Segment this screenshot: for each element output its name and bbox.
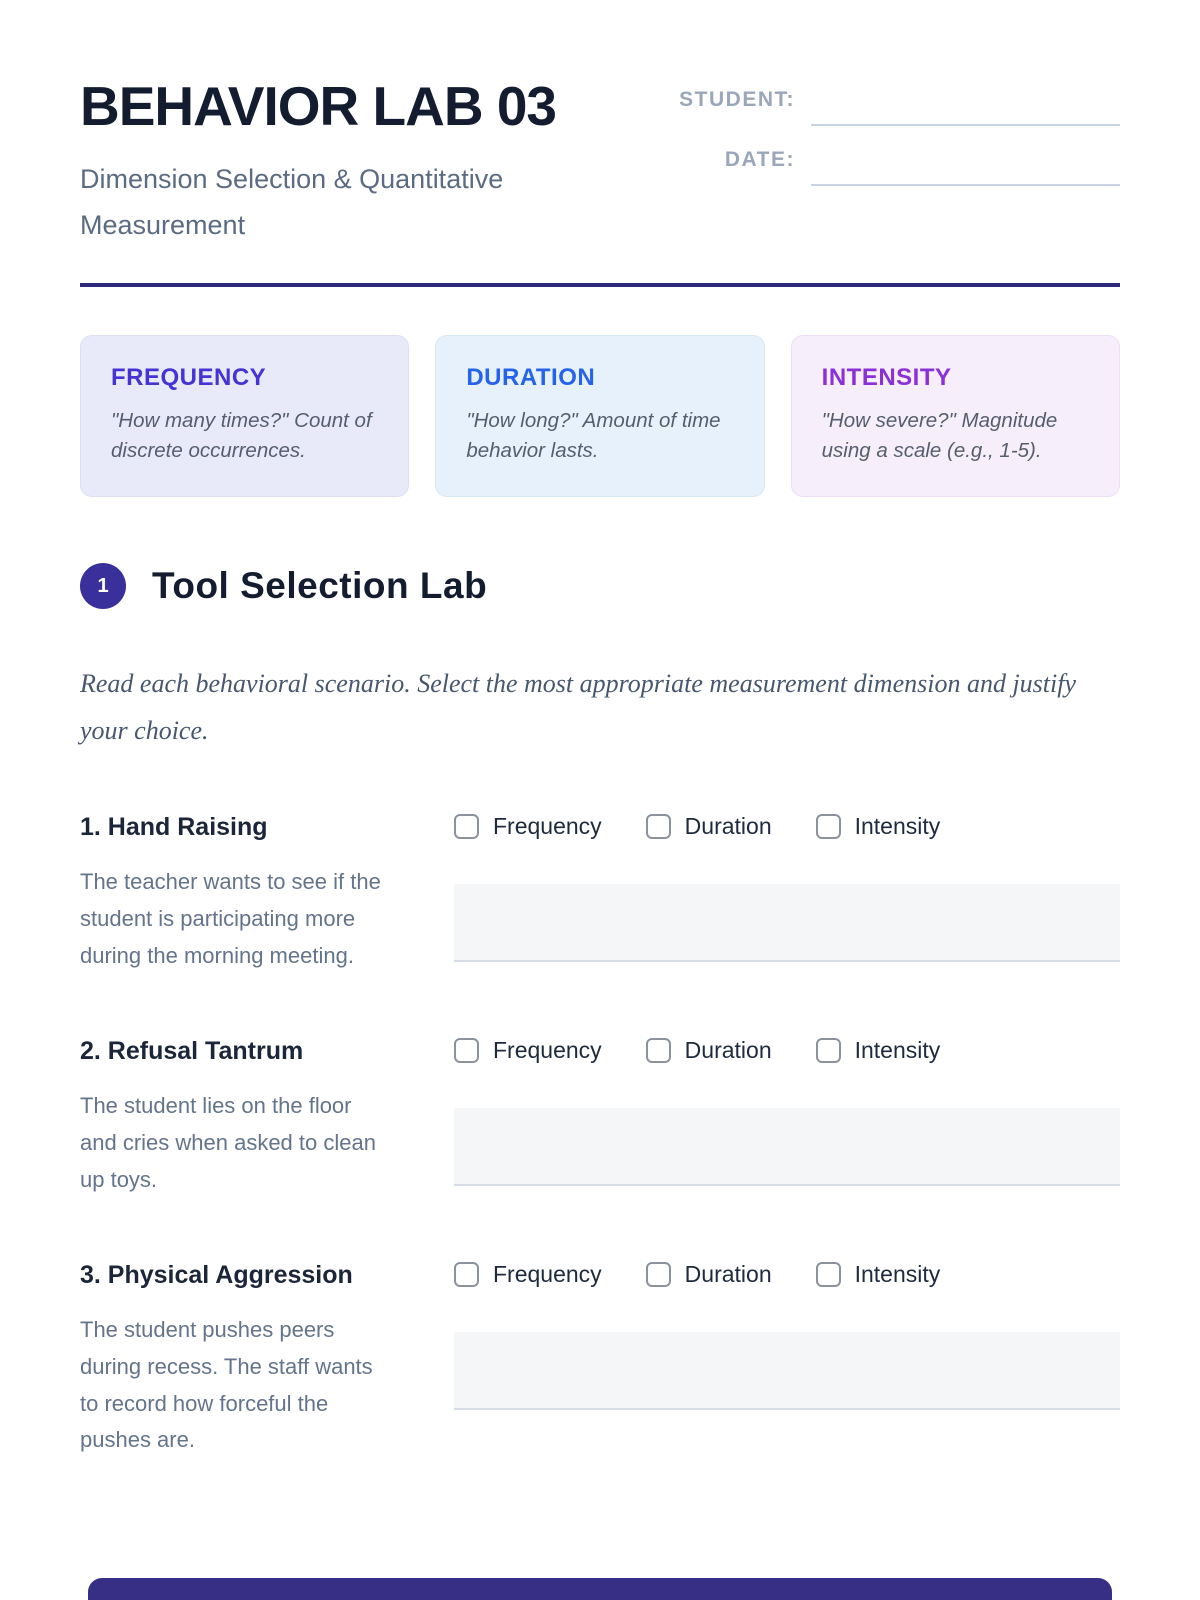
scenario-1: 1. Hand Raising The teacher wants to see… [80,813,1120,975]
scenario-2-left: 2. Refusal Tantrum The student lies on t… [80,1037,388,1199]
intensity-checkbox[interactable] [815,1261,841,1287]
header: BEHAVIOR LAB 03 Dimension Selection & Qu… [80,75,1120,249]
date-input-line[interactable] [811,146,1120,186]
intensity-checkbox[interactable] [815,813,841,839]
student-input-line[interactable] [811,86,1120,126]
dimension-cards: FREQUENCY "How many times?" Count of dis… [80,334,1120,498]
scenario-1-option-frequency[interactable]: Frequency [454,813,602,840]
student-label: STUDENT: [679,88,795,111]
section-title: Tool Selection Lab [152,565,488,607]
duration-card: DURATION "How long?" Amount of time beha… [435,334,765,498]
scenario-3-title: 3. Physical Aggression [80,1260,353,1289]
scenario-2: 2. Refusal Tantrum The student lies on t… [80,1037,1120,1199]
scenario-1-right: Frequency Duration Intensity [454,813,1120,975]
frequency-card-title: FREQUENCY [111,363,267,391]
scenario-2-option-intensity[interactable]: Intensity [815,1036,941,1064]
scenario-2-option-duration[interactable]: Duration [645,1036,772,1064]
intensity-card: INTENSITY "How severe?" Magnitude using … [790,334,1120,498]
scenario-2-right: Frequency Duration Intensity [454,1037,1120,1199]
intensity-checkbox-label: Intensity [854,1260,941,1287]
scenario-1-description: The teacher wants to see if the student … [80,868,381,968]
frequency-checkbox-label: Frequency [493,812,602,839]
scenario-3-options: Frequency Duration Intensity [454,1261,1120,1288]
duration-checkbox[interactable] [645,1261,671,1287]
scenario-3: 3. Physical Aggression The student pushe… [80,1261,1120,1460]
frequency-checkbox[interactable] [454,1037,479,1063]
header-divider [80,282,1120,287]
scenario-1-option-duration[interactable]: Duration [645,812,772,840]
duration-checkbox-label: Duration [684,1036,772,1063]
header-fields: STUDENT: DATE: [645,78,1120,249]
intensity-checkbox-label: Intensity [854,1036,941,1063]
scenario-3-option-intensity[interactable]: Intensity [815,1260,941,1288]
frequency-checkbox[interactable] [454,813,479,839]
scenario-2-answer-box[interactable] [454,1107,1120,1186]
scenario-3-left: 3. Physical Aggression The student pushe… [80,1261,388,1460]
scenario-2-options: Frequency Duration Intensity [454,1037,1120,1064]
frequency-checkbox-label: Frequency [493,1036,602,1063]
intensity-card-title: INTENSITY [821,363,952,391]
duration-card-description: "How long?" Amount of time behavior last… [466,408,721,462]
scenario-1-option-intensity[interactable]: Intensity [815,812,941,840]
scenario-1-title: 1. Hand Raising [80,812,268,841]
duration-checkbox-label: Duration [684,1260,772,1287]
duration-checkbox-label: Duration [684,812,772,839]
date-field-row: DATE: [645,146,1120,186]
intensity-checkbox[interactable] [815,1037,841,1063]
scenario-3-option-duration[interactable]: Duration [645,1260,772,1288]
duration-checkbox[interactable] [645,813,671,839]
scenario-3-option-frequency[interactable]: Frequency [454,1261,602,1288]
intensity-card-description: "How severe?" Magnitude using a scale (e… [821,408,1058,462]
frequency-checkbox[interactable] [454,1261,479,1287]
frequency-checkbox-label: Frequency [493,1260,602,1287]
scenario-2-option-frequency[interactable]: Frequency [454,1037,602,1064]
intensity-checkbox-label: Intensity [854,812,941,839]
page-subtitle: Dimension Selection & Quantitative Measu… [80,163,504,241]
date-label: DATE: [724,148,795,171]
frequency-card-description: "How many times?" Count of discrete occu… [111,408,372,462]
scenario-2-description: The student lies on the floor and cries … [80,1092,376,1192]
scenario-3-description: The student pushes peers during recess. … [80,1316,373,1453]
footer-bar [88,1578,1112,1600]
duration-card-title: DURATION [466,363,596,391]
duration-checkbox[interactable] [645,1037,671,1063]
page-title: BEHAVIOR LAB 03 [80,75,557,137]
scenario-3-right: Frequency Duration Intensity [454,1261,1120,1460]
section-instructions: Read each behavioral scenario. Select th… [80,669,1076,746]
student-field-row: STUDENT: [645,86,1120,126]
scenario-1-left: 1. Hand Raising The teacher wants to see… [80,813,388,975]
section-number-badge: 1 [80,563,126,610]
scenario-2-title: 2. Refusal Tantrum [80,1036,304,1065]
scenario-1-options: Frequency Duration Intensity [454,813,1120,840]
scenario-3-answer-box[interactable] [454,1331,1120,1410]
frequency-card: FREQUENCY "How many times?" Count of dis… [80,334,410,498]
scenario-1-answer-box[interactable] [454,883,1120,962]
header-titles: BEHAVIOR LAB 03 Dimension Selection & Qu… [80,75,645,249]
section-heading: 1 Tool Selection Lab [80,563,1120,610]
